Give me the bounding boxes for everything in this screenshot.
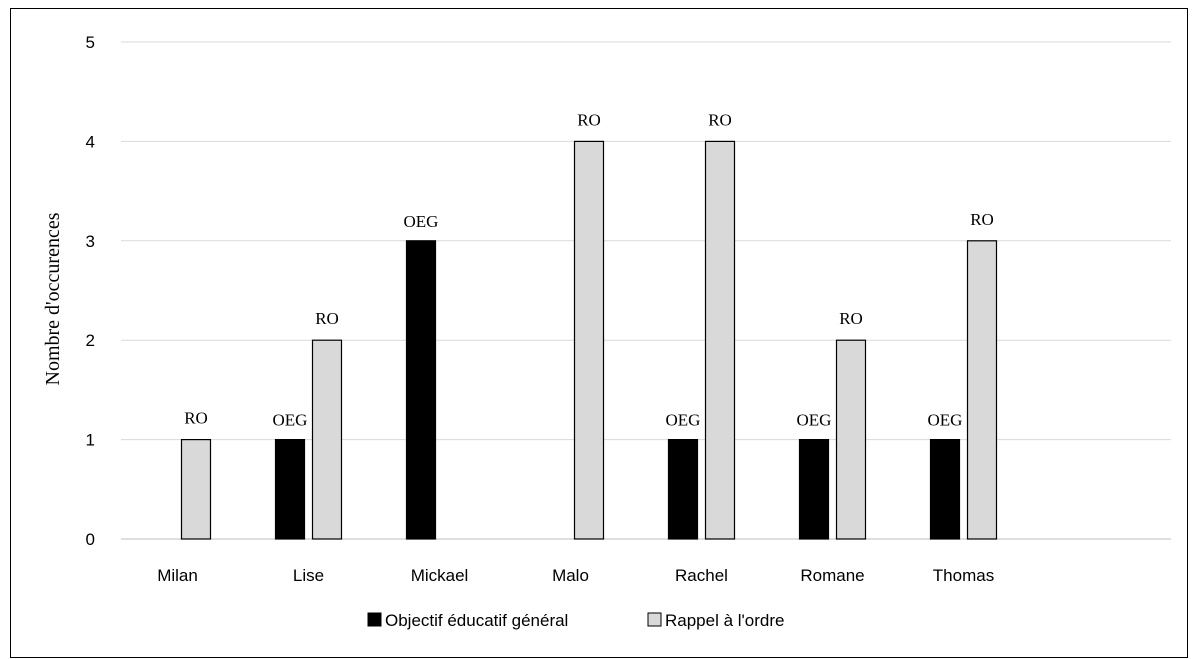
- data-label: RO: [184, 409, 208, 428]
- y-tick-label: 3: [86, 232, 95, 251]
- bar-ro: [704, 140, 736, 540]
- category-label: Rachel: [675, 566, 728, 585]
- data-label: RO: [839, 309, 863, 328]
- bar-ro: [180, 439, 212, 540]
- data-label: OEG: [404, 212, 439, 231]
- y-tick-labels: 0 1 2 3 4 5: [86, 33, 95, 549]
- bar-chart: Nombre d'occurences 0 1 2 3 4 5 RO OEG RO OEG RO O…: [42, 33, 1171, 630]
- data-label: OEG: [666, 411, 701, 430]
- category-label: Milan: [157, 566, 198, 585]
- bar-oeg: [929, 439, 961, 540]
- data-label: OEG: [273, 411, 308, 430]
- data-label: OEG: [928, 411, 963, 430]
- bar-oeg: [405, 240, 437, 540]
- category-label: Mickael: [411, 566, 469, 585]
- bar-ro: [835, 339, 867, 540]
- legend-swatch: [647, 612, 662, 627]
- y-tick-label: 0: [86, 530, 95, 549]
- category-label: Lise: [293, 566, 324, 585]
- bar-ro: [311, 339, 343, 540]
- bar-oeg: [798, 439, 830, 540]
- y-axis-title: Nombre d'occurences: [42, 212, 64, 385]
- category-label: Thomas: [933, 566, 994, 585]
- bar-ro: [966, 240, 998, 540]
- legend-swatch: [367, 612, 382, 627]
- data-label: RO: [577, 110, 601, 129]
- data-label: RO: [970, 210, 994, 229]
- bars: [180, 140, 998, 540]
- chart-frame: Nombre d'occurences 0 1 2 3 4 5 RO OEG RO OEG RO O…: [10, 8, 1188, 658]
- category-label: Malo: [552, 566, 589, 585]
- y-tick-label: 4: [86, 132, 95, 151]
- data-label: RO: [315, 309, 339, 328]
- bar-oeg: [274, 439, 306, 540]
- category-labels: Milan Lise Mickael Malo Rachel Romane Thomas: [157, 566, 994, 585]
- data-label: OEG: [797, 411, 832, 430]
- bar-ro: [573, 140, 605, 540]
- y-tick-label: 5: [86, 33, 95, 52]
- legend: Objectif éducatif général Rappel à l'ordr…: [367, 611, 784, 630]
- y-tick-label: 1: [86, 431, 95, 450]
- data-labels: RO OEG RO OEG RO OEG RO OEG RO OEG RO: [184, 110, 994, 429]
- legend-label: Objectif éducatif général: [385, 611, 568, 630]
- data-label: RO: [708, 110, 732, 129]
- bar-oeg: [667, 439, 699, 540]
- y-tick-label: 2: [86, 331, 95, 350]
- category-label: Romane: [800, 566, 864, 585]
- legend-label: Rappel à l'ordre: [665, 611, 784, 630]
